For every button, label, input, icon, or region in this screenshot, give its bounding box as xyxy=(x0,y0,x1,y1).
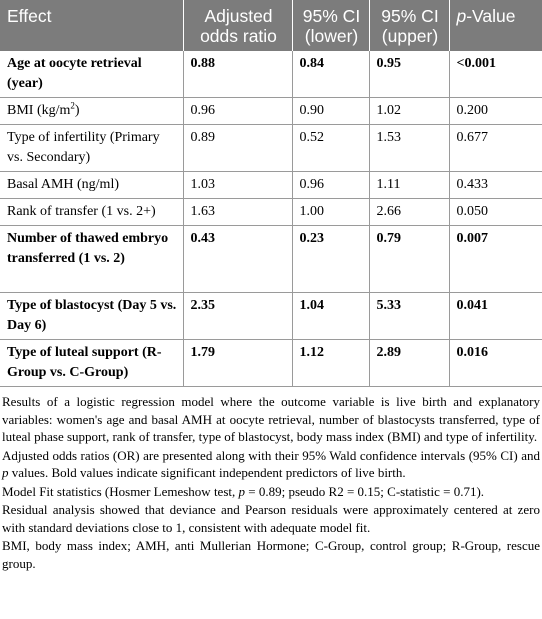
logistic-regression-table: Effect Adjusted odds ratio 95% CI (lower) … xyxy=(0,0,542,387)
cell-effect: Type of infertility (Primary vs. Seconda… xyxy=(0,124,184,172)
cell-p-value: 0.016 xyxy=(449,339,542,387)
footnote-abbreviations: BMI, body mass index; AMH, anti Mulleria… xyxy=(2,538,540,571)
cell-ci-upper: 5.33 xyxy=(369,292,450,340)
header-ci-upper: 95% CI (upper) xyxy=(369,0,450,51)
cell-ci-upper: 1.02 xyxy=(369,97,450,125)
table-row: Type of blastocyst (Day 5 vs. Day 6) 2.3… xyxy=(0,292,542,340)
cell-p-value: 0.677 xyxy=(449,124,542,172)
footnote-model-description: Results of a logistic regression model w… xyxy=(2,394,540,444)
cell-ci-upper: 2.89 xyxy=(369,339,450,387)
cell-odds-ratio: 1.03 xyxy=(183,171,293,199)
cell-p-value: 0.433 xyxy=(449,171,542,199)
footnote-model-fit: Model Fit statistics (Hosmer Lemeshow te… xyxy=(2,483,485,499)
cell-ci-lower: 0.84 xyxy=(292,51,370,98)
header-effect: Effect xyxy=(0,0,184,51)
cell-p-value: 0.050 xyxy=(449,198,542,226)
cell-odds-ratio: 0.43 xyxy=(183,225,293,293)
cell-effect: Rank of transfer (1 vs. 2+) xyxy=(0,198,184,226)
table-row: Type of infertility (Primary vs. Seconda… xyxy=(0,124,542,172)
cell-ci-lower: 0.96 xyxy=(292,171,370,199)
table-header-row: Effect Adjusted odds ratio 95% CI (lower) … xyxy=(0,0,542,51)
footnote-residual-analysis: Residual analysis showed that deviance a… xyxy=(2,502,540,535)
table-row: Type of luteal support (R-Group vs. C-Gr… xyxy=(0,339,542,387)
cell-odds-ratio: 0.96 xyxy=(183,97,293,125)
table-row: Basal AMH (ng/ml) 1.03 0.96 1.11 0.433 xyxy=(0,171,542,199)
cell-ci-lower: 0.52 xyxy=(292,124,370,172)
cell-ci-upper: 0.95 xyxy=(369,51,450,98)
table-row: BMI (kg/m2) 0.96 0.90 1.02 0.200 xyxy=(0,97,542,125)
table-footnotes: Results of a logistic regression model w… xyxy=(0,387,542,572)
header-p-value: p-Value xyxy=(449,0,542,51)
cell-ci-upper: 2.66 xyxy=(369,198,450,226)
cell-effect: BMI (kg/m2) xyxy=(0,97,184,125)
cell-effect: Type of blastocyst (Day 5 vs. Day 6) xyxy=(0,292,184,340)
cell-p-value: 0.041 xyxy=(449,292,542,340)
cell-ci-lower: 1.04 xyxy=(292,292,370,340)
cell-p-value: 0.007 xyxy=(449,225,542,293)
cell-ci-lower: 0.23 xyxy=(292,225,370,293)
table-row: Rank of transfer (1 vs. 2+) 1.63 1.00 2.… xyxy=(0,198,542,226)
header-adjusted-odds-ratio: Adjusted odds ratio xyxy=(183,0,293,51)
cell-ci-upper: 0.79 xyxy=(369,225,450,293)
header-ci-lower: 95% CI (lower) xyxy=(292,0,370,51)
table-row: Age at oocyte retrieval (year) 0.88 0.84… xyxy=(0,51,542,98)
footnote-odds-ratio-explanation: Adjusted odds ratios (OR) are presented … xyxy=(2,447,540,481)
cell-ci-lower: 1.12 xyxy=(292,339,370,387)
cell-odds-ratio: 1.63 xyxy=(183,198,293,226)
table-row: Number of thawed embryo transferred (1 v… xyxy=(0,225,542,293)
cell-p-value: 0.200 xyxy=(449,97,542,125)
cell-odds-ratio: 0.88 xyxy=(183,51,293,98)
cell-effect: Number of thawed embryo transferred (1 v… xyxy=(0,225,184,293)
cell-effect: Age at oocyte retrieval (year) xyxy=(0,51,184,98)
results-table-container: Effect Adjusted odds ratio 95% CI (lower) … xyxy=(0,0,542,572)
cell-ci-upper: 1.53 xyxy=(369,124,450,172)
cell-effect: Type of luteal support (R-Group vs. C-Gr… xyxy=(0,339,184,387)
cell-odds-ratio: 0.89 xyxy=(183,124,293,172)
cell-ci-lower: 1.00 xyxy=(292,198,370,226)
cell-p-value: <0.001 xyxy=(449,51,542,98)
cell-odds-ratio: 1.79 xyxy=(183,339,293,387)
cell-ci-upper: 1.11 xyxy=(369,171,450,199)
cell-odds-ratio: 2.35 xyxy=(183,292,293,340)
cell-ci-lower: 0.90 xyxy=(292,97,370,125)
cell-effect: Basal AMH (ng/ml) xyxy=(0,171,184,199)
